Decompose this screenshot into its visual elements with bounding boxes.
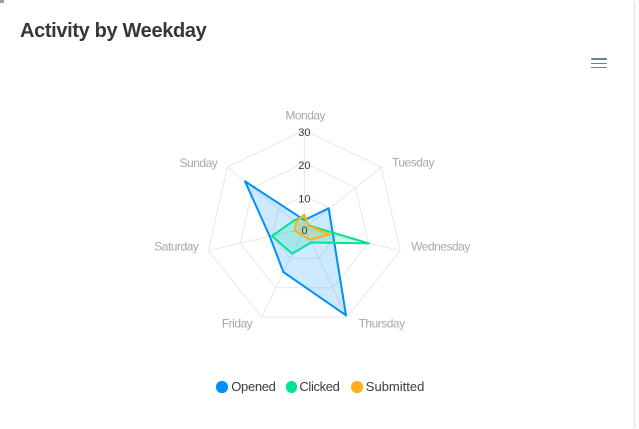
svg-text:Wednesday: Wednesday	[411, 240, 470, 254]
svg-text:20: 20	[298, 160, 310, 172]
svg-text:Sunday: Sunday	[180, 156, 218, 170]
svg-text:Tuesday: Tuesday	[392, 155, 435, 169]
svg-text:Monday: Monday	[285, 109, 325, 123]
svg-text:10: 10	[298, 193, 310, 205]
svg-text:Thursday: Thursday	[359, 317, 406, 331]
svg-text:0: 0	[302, 225, 308, 237]
svg-text:Friday: Friday	[222, 317, 253, 331]
svg-text:30: 30	[298, 127, 310, 139]
svg-text:Saturday: Saturday	[154, 240, 199, 254]
